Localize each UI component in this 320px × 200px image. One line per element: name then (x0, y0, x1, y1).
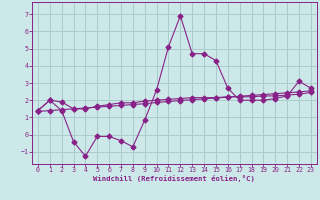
X-axis label: Windchill (Refroidissement éolien,°C): Windchill (Refroidissement éolien,°C) (93, 175, 255, 182)
